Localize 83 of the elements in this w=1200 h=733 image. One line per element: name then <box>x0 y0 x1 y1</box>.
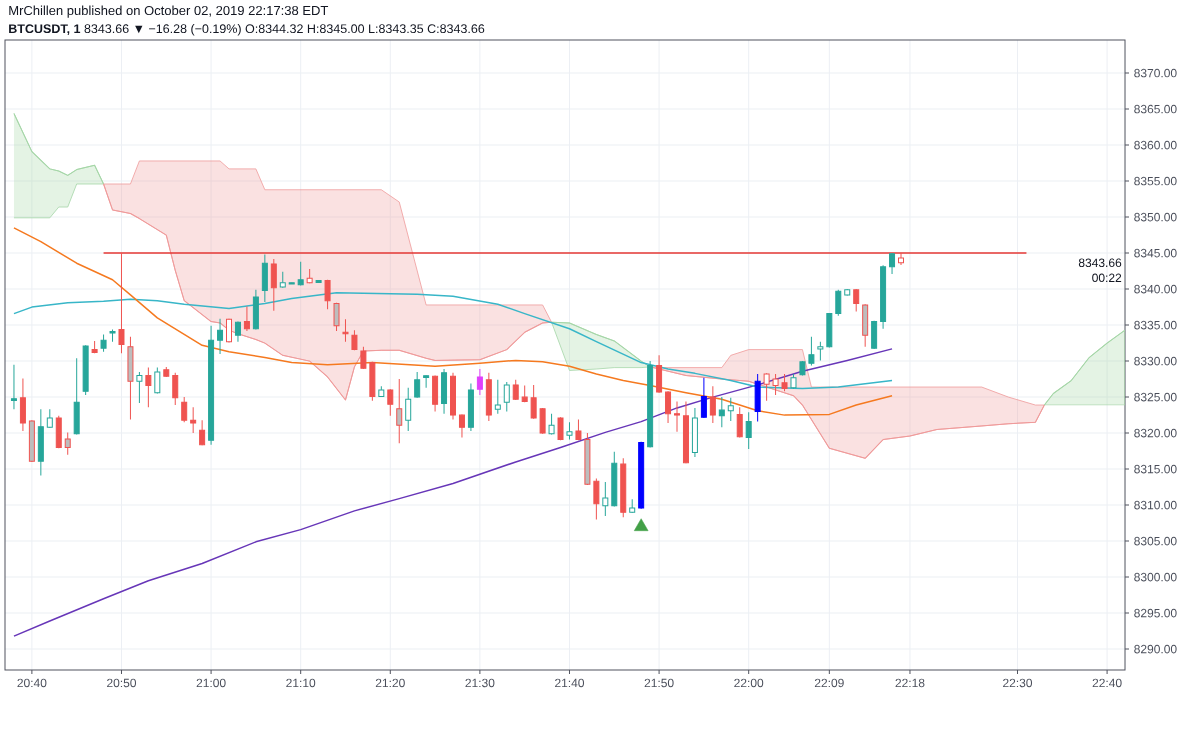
x-tick-label: 21:40 <box>555 678 585 688</box>
candlestick <box>145 367 152 408</box>
candlestick <box>772 373 779 396</box>
x-tick-label: 20:40 <box>17 678 47 688</box>
candlestick <box>548 413 555 436</box>
y-tick-label: 8335.00 <box>1134 320 1177 330</box>
x-tick-label: 22:00 <box>734 678 764 688</box>
candlestick <box>217 318 224 355</box>
y-tick-label: 8315.00 <box>1134 464 1177 474</box>
candlestick <box>405 387 412 432</box>
y-tick-label: 8300.00 <box>1134 572 1177 582</box>
x-tick-label: 20:50 <box>107 678 137 688</box>
candlestick <box>817 341 824 361</box>
candlestick <box>10 364 17 410</box>
candlestick <box>898 252 905 266</box>
x-tick-label: 21:50 <box>644 678 674 688</box>
candlestick <box>494 379 501 415</box>
candlestick <box>736 406 743 438</box>
candlestick <box>342 318 349 343</box>
candlestick <box>808 336 815 366</box>
candlestick <box>190 406 197 434</box>
candlestick <box>396 378 403 444</box>
x-tick-label: 22:40 <box>1092 678 1122 688</box>
x-tick-label: 21:00 <box>196 678 226 688</box>
line-series <box>13 227 893 416</box>
candlestick <box>853 288 860 312</box>
candlestick <box>718 396 725 428</box>
y-tick-label: 8320.00 <box>1134 428 1177 438</box>
y-tick-label: 8365.00 <box>1134 104 1177 114</box>
candlestick <box>835 289 842 317</box>
x-tick-label: 21:30 <box>465 678 495 688</box>
candlestick <box>172 372 179 406</box>
candlestick <box>333 302 340 332</box>
candlestick <box>270 258 277 312</box>
annotation: 8343.66 <box>1078 258 1122 268</box>
candlestick <box>297 261 304 287</box>
candlestick <box>674 400 681 433</box>
candlestick <box>154 367 161 395</box>
candlestick <box>745 411 752 450</box>
candlestick <box>530 384 537 420</box>
x-tick-label: 22:18 <box>895 678 925 688</box>
y-tick-label: 8355.00 <box>1134 176 1177 186</box>
candlestick <box>458 413 465 438</box>
candlestick <box>414 371 421 399</box>
candlestick <box>387 388 394 417</box>
candlestick <box>64 431 71 456</box>
candlestick <box>423 375 430 389</box>
y-tick-label: 8295.00 <box>1134 608 1177 618</box>
x-tick-label: 22:30 <box>1003 678 1033 688</box>
candlestick <box>665 390 672 424</box>
candlestick <box>199 419 206 446</box>
line-series <box>13 348 893 637</box>
candlestick <box>709 385 716 424</box>
y-tick-label: 8310.00 <box>1134 500 1177 510</box>
y-tick-label: 8360.00 <box>1134 140 1177 150</box>
y-tick-label: 8290.00 <box>1134 644 1177 654</box>
x-tick-label: 21:10 <box>286 678 316 688</box>
y-tick-label: 8305.00 <box>1134 536 1177 546</box>
y-tick-label: 8370.00 <box>1134 68 1177 78</box>
candlestick <box>118 252 125 354</box>
y-tick-label: 8350.00 <box>1134 212 1177 222</box>
candlestick <box>700 377 707 419</box>
candlestick <box>763 372 770 402</box>
candlestick <box>503 381 510 413</box>
line-series <box>13 291 893 390</box>
candlestick <box>136 371 143 404</box>
candlestick <box>324 279 331 310</box>
x-tick-label: 21:20 <box>375 678 405 688</box>
candlestick <box>889 252 896 275</box>
candlestick <box>593 477 600 521</box>
chart-subtitle: BTCUSDT, 1 8343.66 ▼ −16.28 (−0.19%) O:8344.32 H:8345.00 L:8343.35 C:8343.66 <box>9 23 485 36</box>
y-tick-label: 8345.00 <box>1134 248 1177 258</box>
candlestick <box>476 368 483 396</box>
candlestick <box>727 397 734 422</box>
candlestick <box>243 305 250 332</box>
candlestick <box>602 481 609 517</box>
annotation: 00:22 <box>1092 273 1122 283</box>
y-tick-label: 8340.00 <box>1134 284 1177 294</box>
chart-title: MrChillen published on October 02, 2019 22:17:38 EDT <box>9 5 329 18</box>
y-tick-label: 8330.00 <box>1134 356 1177 366</box>
x-tick-label: 22:09 <box>814 678 844 688</box>
candlestick <box>181 396 188 423</box>
y-tick-label: 8325.00 <box>1134 392 1177 402</box>
